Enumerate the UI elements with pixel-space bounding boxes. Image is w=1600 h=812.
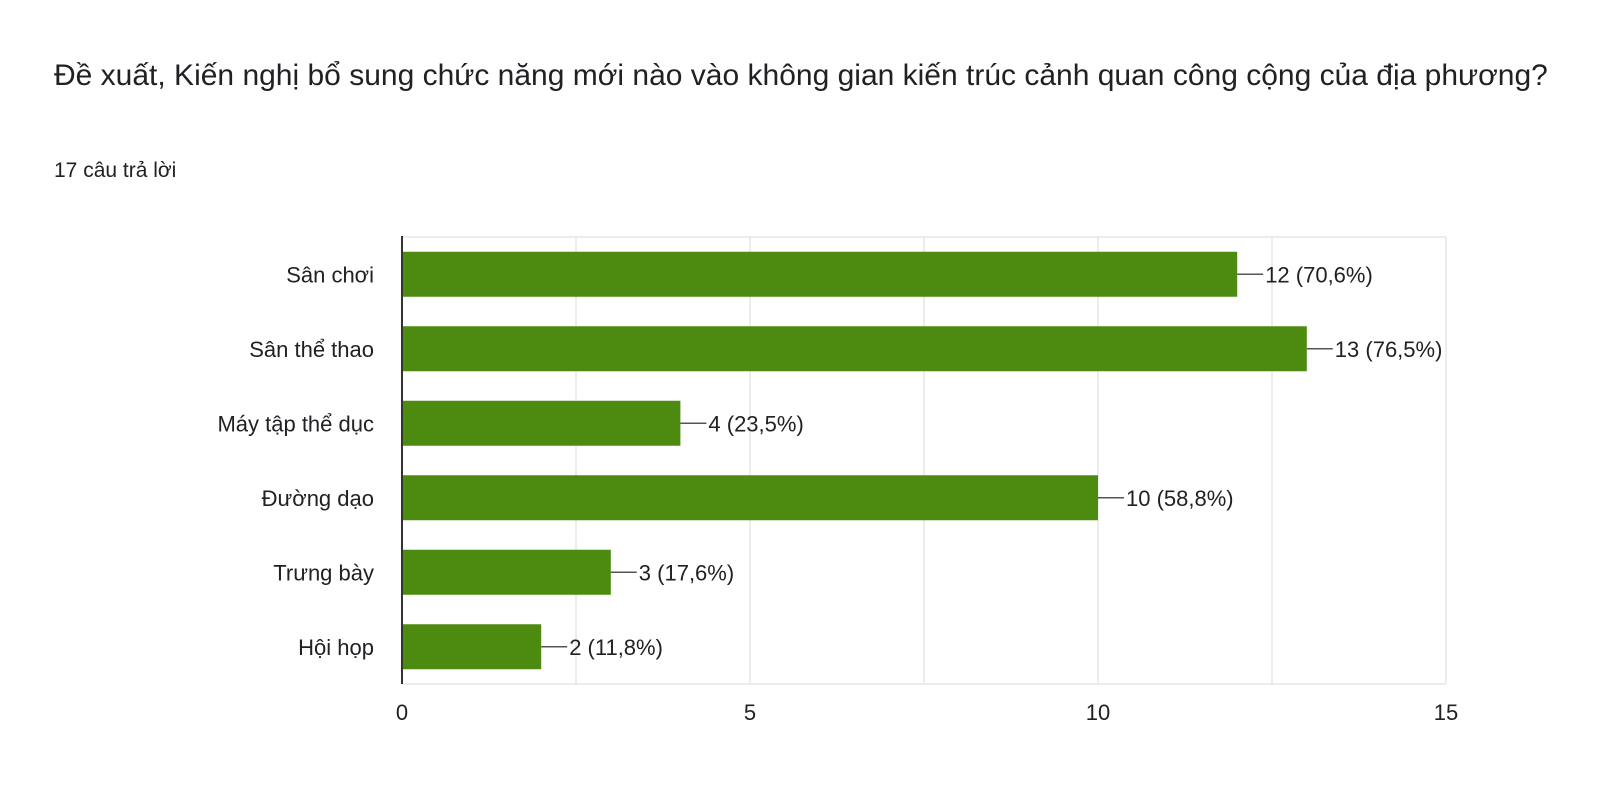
category-label: Đường dạo <box>262 486 374 511</box>
category-label: Trưng bày <box>273 560 374 585</box>
x-tick-label: 0 <box>396 700 408 725</box>
bar <box>402 400 681 446</box>
bars <box>402 251 1307 670</box>
x-tick-label: 5 <box>744 700 756 725</box>
bar <box>402 624 542 670</box>
category-label: Hội họp <box>298 635 374 660</box>
x-tick-label: 10 <box>1086 700 1110 725</box>
axes: 0 5 10 15 <box>396 236 1458 725</box>
data-label: 10 (58,8%) <box>1126 486 1234 511</box>
labels: 12 (70,6%) Sân chơi 13 (76,5%) Sân thể thao… <box>217 262 1442 660</box>
bar <box>402 326 1307 372</box>
question-title: Đề xuất, Kiến nghị bổ sung chức năng mới… <box>54 59 1548 92</box>
data-label: 12 (70,6%) <box>1265 262 1373 287</box>
bar <box>402 549 611 595</box>
response-count: 17 câu trả lời <box>54 159 177 182</box>
data-label: 13 (76,5%) <box>1335 337 1443 362</box>
x-tick-label: 15 <box>1434 700 1458 725</box>
category-label: Sân chơi <box>286 262 374 287</box>
bar <box>402 475 1098 521</box>
data-label: 2 (11,8%) <box>569 635 663 660</box>
category-label: Máy tập thể dục <box>217 411 374 436</box>
category-label: Sân thể thao <box>249 337 374 362</box>
data-label: 4 (23,5%) <box>708 411 803 436</box>
bar <box>402 251 1238 297</box>
grid-lines <box>401 236 1447 685</box>
data-label: 3 (17,6%) <box>639 560 734 585</box>
